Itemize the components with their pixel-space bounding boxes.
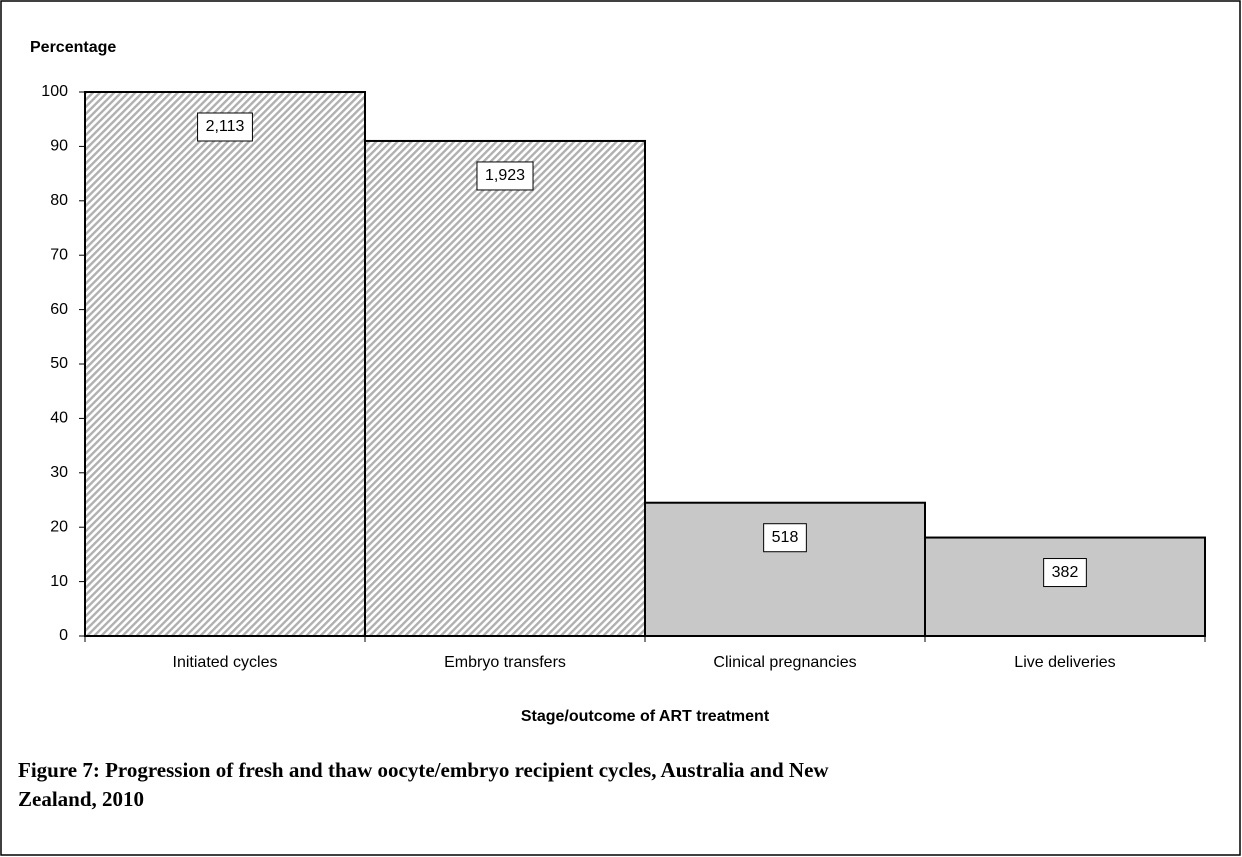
x-tick-label: Live deliveries <box>1014 654 1115 671</box>
x-tick-label: Embryo transfers <box>444 654 566 671</box>
x-tick-label: Clinical pregnancies <box>713 654 856 671</box>
y-axis-title: Percentage <box>30 39 116 56</box>
y-tick-label: 90 <box>50 138 68 155</box>
bar <box>644 501 926 637</box>
caption-line: Figure 7: Progression of fresh and thaw … <box>18 758 829 782</box>
y-tick-label: 80 <box>50 192 68 209</box>
bar <box>364 139 646 638</box>
y-tick-label: 20 <box>50 518 68 535</box>
x-tick-label: Initiated cycles <box>173 654 278 671</box>
bar <box>84 91 366 637</box>
y-tick-label: 60 <box>50 301 68 318</box>
y-tick-label: 50 <box>50 355 68 372</box>
data-label-box <box>763 523 807 553</box>
data-label-box <box>476 161 534 191</box>
data-label: 382 <box>1052 564 1079 581</box>
data-label: 518 <box>772 529 799 546</box>
y-tick-label: 70 <box>50 246 68 263</box>
y-tick-label: 10 <box>50 573 68 590</box>
data-label: 1,923 <box>485 167 525 184</box>
data-label-box <box>1043 558 1087 588</box>
data-label-box <box>197 112 253 142</box>
x-axis-title: Stage/outcome of ART treatment <box>521 708 770 725</box>
data-label: 2,113 <box>206 118 245 135</box>
caption-line: Zealand, 2010 <box>18 787 144 811</box>
y-tick-label: 0 <box>59 627 68 644</box>
y-tick-label: 100 <box>41 83 68 100</box>
y-tick-label: 30 <box>50 464 68 481</box>
y-tick-label: 40 <box>50 410 68 427</box>
